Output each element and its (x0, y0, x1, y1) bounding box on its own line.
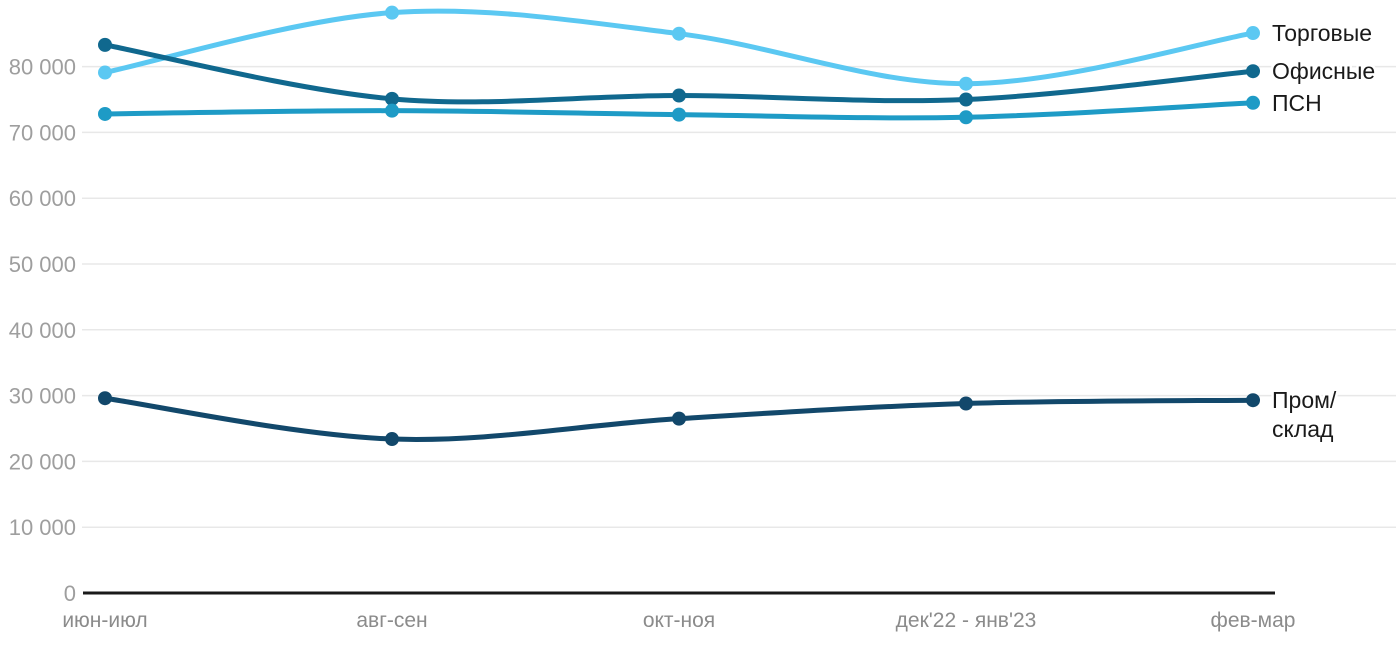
data-point-psn[interactable] (1246, 95, 1260, 110)
series-label-line: склад (1272, 416, 1334, 442)
data-point-ofisnye[interactable] (1246, 64, 1260, 79)
x-tick-label: авг-сен (356, 609, 427, 632)
data-point-prom-sklad[interactable] (98, 391, 112, 406)
data-point-prom-sklad[interactable] (672, 411, 686, 426)
data-point-prom-sklad[interactable] (385, 432, 399, 447)
series-label-ofisnye: Офисные (1272, 58, 1375, 84)
data-point-prom-sklad[interactable] (959, 396, 973, 411)
x-tick-label: окт-ноя (643, 609, 715, 632)
data-point-ofisnye[interactable] (672, 88, 686, 103)
data-point-torgovye[interactable] (385, 5, 399, 20)
series-label-prom-sklad: Пром/склад (1272, 387, 1337, 442)
data-point-psn[interactable] (98, 106, 112, 121)
y-tick-label: 10 000 (9, 515, 76, 540)
series-label-psn: ПСН (1272, 90, 1322, 116)
data-point-ofisnye[interactable] (98, 37, 112, 52)
x-tick-label: июн-июл (62, 609, 147, 632)
y-tick-label: 70 000 (9, 120, 76, 145)
series-label-line: ПСН (1272, 90, 1322, 116)
x-tick-label: фев-мар (1211, 609, 1296, 632)
y-tick-label: 80 000 (9, 55, 76, 80)
y-tick-label: 30 000 (9, 384, 76, 409)
data-point-psn[interactable] (959, 110, 973, 125)
y-tick-label: 0 (64, 581, 76, 606)
data-point-ofisnye[interactable] (385, 91, 399, 106)
series-line-torgovye (102, 8, 1256, 87)
data-point-torgovye[interactable] (959, 76, 973, 91)
y-tick-label: 60 000 (9, 186, 76, 211)
y-tick-label: 20 000 (9, 449, 76, 474)
data-point-torgovye[interactable] (98, 65, 112, 80)
series-label-line: Торговые (1272, 20, 1372, 46)
data-point-torgovye[interactable] (1246, 26, 1260, 41)
data-point-torgovye[interactable] (672, 26, 686, 41)
data-point-psn[interactable] (672, 107, 686, 122)
data-point-prom-sklad[interactable] (1246, 393, 1260, 408)
y-tick-label: 50 000 (9, 252, 76, 277)
x-tick-label: дек'22 - янв'23 (896, 609, 1037, 632)
series-label-line: Офисные (1272, 58, 1375, 84)
series-label-line: Пром/ (1272, 387, 1337, 413)
series-label-torgovye: Торговые (1272, 20, 1372, 46)
data-point-ofisnye[interactable] (959, 92, 973, 107)
y-tick-label: 40 000 (9, 318, 76, 343)
data-point-psn[interactable] (385, 103, 399, 118)
